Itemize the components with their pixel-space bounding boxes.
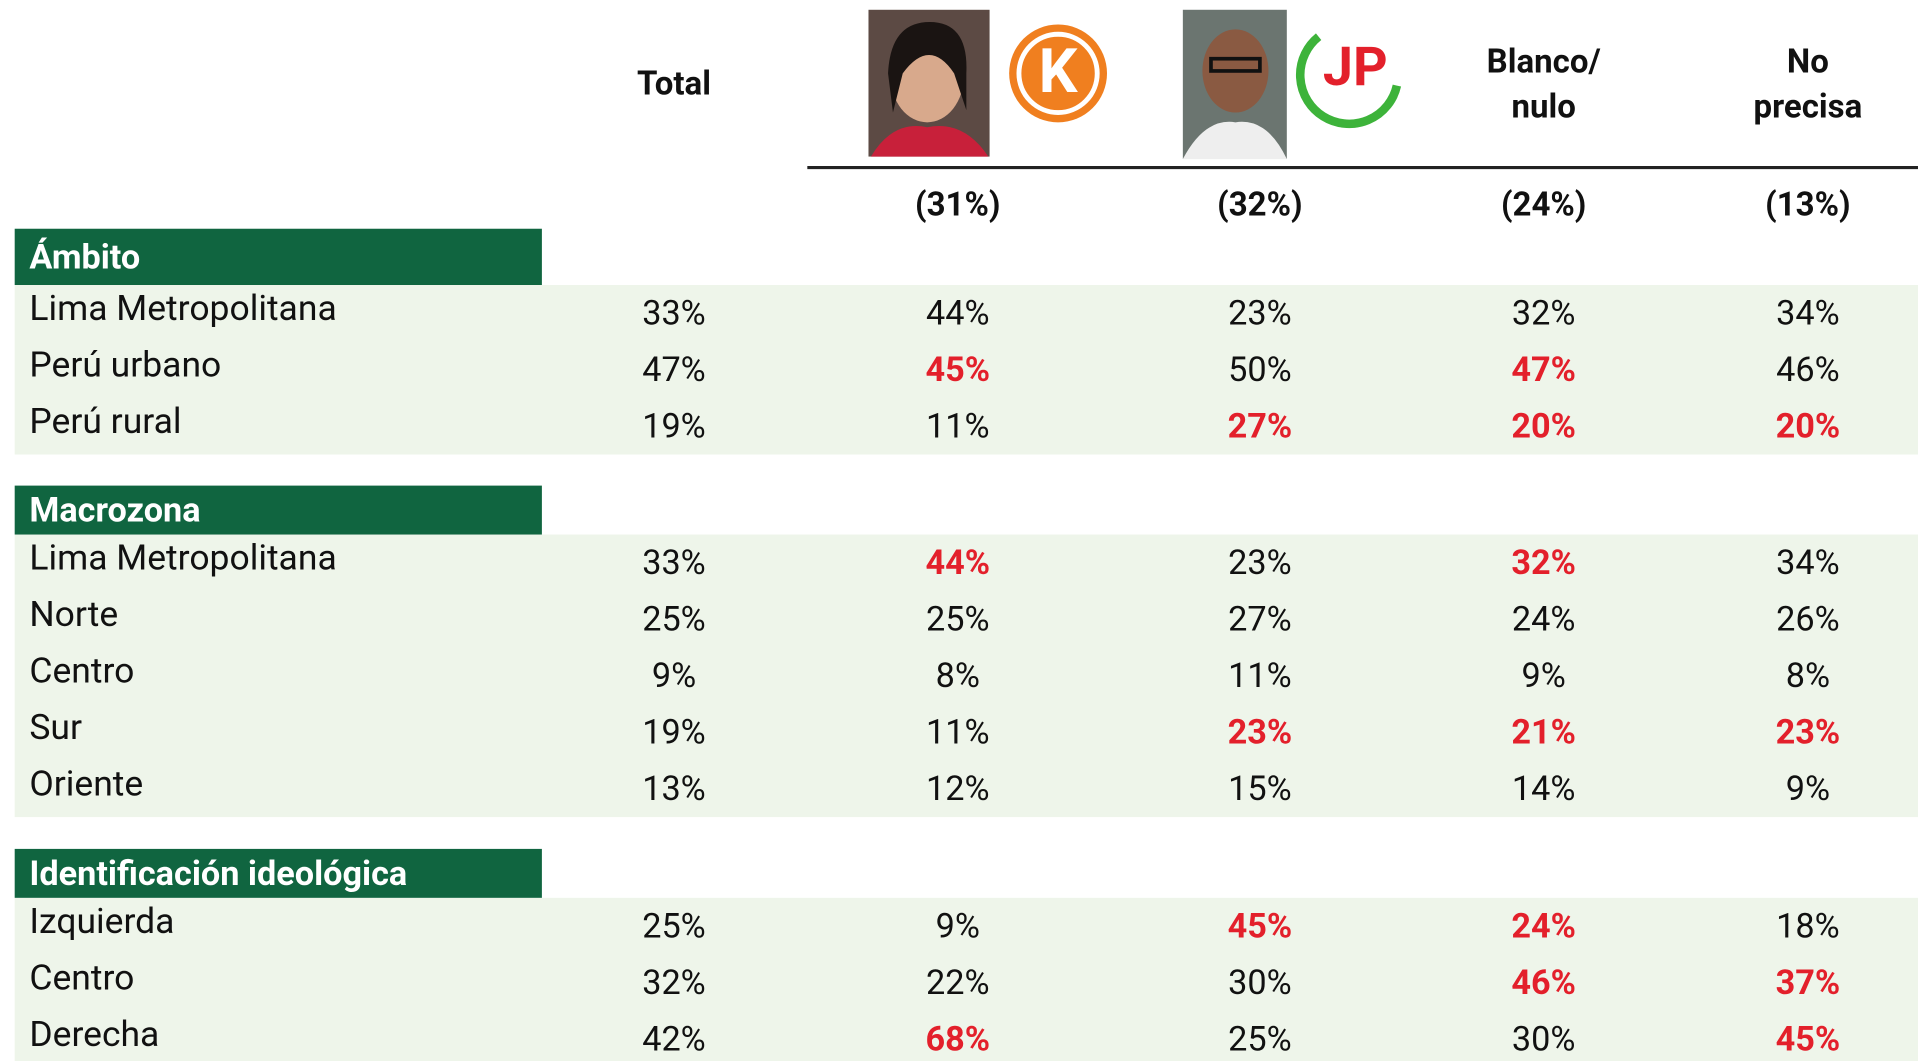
column-share: (13%) bbox=[1765, 185, 1850, 224]
row-label: Oriente bbox=[29, 763, 143, 805]
cell-value: 25% bbox=[642, 906, 706, 946]
cell-value: 34% bbox=[1776, 294, 1840, 334]
table-page: K JP Total (31%) (32%) Blanco/nulo (24%) No pr… bbox=[0, 0, 1918, 1061]
cell-value: 9% bbox=[936, 906, 980, 946]
cell-value: 30% bbox=[1228, 963, 1292, 1003]
cell-value: 27% bbox=[1228, 407, 1293, 447]
photo-candidate-2 bbox=[1183, 10, 1287, 159]
cell-value: 26% bbox=[1776, 600, 1840, 640]
cell-value: 9% bbox=[1522, 656, 1566, 696]
column-header: nulo bbox=[1512, 88, 1576, 127]
cell-value: 46% bbox=[1511, 963, 1576, 1003]
section-title: Macrozona bbox=[29, 491, 200, 531]
column-header: Blanco/ bbox=[1487, 42, 1601, 81]
table: Total (31%) (32%) Blanco/nulo (24%) No precisa… bbox=[15, 42, 1918, 1061]
row-label: Perú urbano bbox=[29, 344, 221, 386]
cell-value: 9% bbox=[652, 656, 696, 696]
column-header: No bbox=[1787, 42, 1829, 81]
cell-value: 18% bbox=[1776, 906, 1840, 946]
logo-k: K bbox=[1009, 24, 1107, 122]
cell-value: 47% bbox=[642, 350, 706, 390]
column-share: (32%) bbox=[1217, 185, 1302, 224]
cell-value: 25% bbox=[1228, 1019, 1292, 1059]
cell-value: 25% bbox=[926, 600, 990, 640]
row-label: Izquierda bbox=[29, 900, 174, 942]
logo-jp: JP bbox=[1300, 36, 1397, 124]
column-share: (24%) bbox=[1501, 185, 1586, 224]
cell-value: 32% bbox=[1512, 294, 1576, 334]
row-label: Derecha bbox=[29, 1013, 159, 1055]
cell-value: 23% bbox=[1228, 294, 1292, 334]
cell-value: 44% bbox=[926, 294, 990, 334]
row-label: Lima Metropolitana bbox=[29, 287, 336, 329]
section-title: Identificación ideológica bbox=[29, 854, 407, 894]
row-label: Lima Metropolitana bbox=[29, 537, 336, 579]
cell-value: 24% bbox=[1512, 600, 1576, 640]
row-label: Sur bbox=[29, 706, 82, 748]
cell-value: 14% bbox=[1512, 769, 1576, 809]
cell-value: 11% bbox=[926, 407, 990, 447]
row-label: Centro bbox=[29, 650, 134, 692]
cell-value: 12% bbox=[926, 769, 990, 809]
column-header: Total bbox=[637, 64, 711, 103]
cell-value: 32% bbox=[642, 963, 706, 1003]
cell-value: 24% bbox=[1511, 906, 1576, 946]
cell-value: 47% bbox=[1511, 350, 1576, 390]
cell-value: 23% bbox=[1776, 713, 1841, 753]
logo-text: K bbox=[1039, 35, 1079, 107]
photo-candidate-1 bbox=[868, 10, 989, 157]
cell-value: 25% bbox=[642, 600, 706, 640]
cell-value: 8% bbox=[936, 656, 980, 696]
cell-value: 11% bbox=[1228, 656, 1292, 696]
column-header: precisa bbox=[1754, 88, 1863, 127]
cell-value: 22% bbox=[926, 963, 990, 1003]
cell-value: 20% bbox=[1776, 407, 1841, 447]
cell-value: 45% bbox=[1228, 906, 1293, 946]
cell-value: 23% bbox=[1228, 543, 1292, 583]
cell-value: 23% bbox=[1228, 713, 1293, 753]
cell-value: 46% bbox=[1776, 350, 1840, 390]
cell-value: 9% bbox=[1786, 769, 1830, 809]
cell-value: 15% bbox=[1228, 769, 1292, 809]
cell-value: 68% bbox=[925, 1019, 990, 1059]
cell-value: 11% bbox=[926, 713, 990, 753]
cell-value: 19% bbox=[642, 407, 706, 447]
cell-value: 27% bbox=[1228, 600, 1292, 640]
row-label: Norte bbox=[29, 593, 118, 635]
cell-value: 30% bbox=[1512, 1019, 1576, 1059]
cell-value: 44% bbox=[925, 543, 990, 583]
cell-value: 32% bbox=[1511, 543, 1576, 583]
cell-value: 33% bbox=[642, 543, 706, 583]
cell-value: 20% bbox=[1511, 407, 1576, 447]
logo-text: JP bbox=[1323, 36, 1388, 99]
cell-value: 50% bbox=[1228, 350, 1292, 390]
cell-value: 33% bbox=[642, 294, 706, 334]
cell-value: 21% bbox=[1511, 713, 1576, 753]
cell-value: 8% bbox=[1786, 656, 1830, 696]
column-share: (31%) bbox=[915, 185, 1000, 224]
section-title: Ámbito bbox=[29, 236, 140, 277]
row-label: Perú rural bbox=[29, 400, 181, 442]
cell-value: 13% bbox=[642, 769, 706, 809]
cell-value: 37% bbox=[1776, 963, 1841, 1003]
cell-value: 42% bbox=[642, 1019, 706, 1059]
cell-value: 45% bbox=[1776, 1019, 1841, 1059]
row-label: Centro bbox=[29, 956, 134, 998]
cell-value: 19% bbox=[642, 713, 706, 753]
cell-value: 34% bbox=[1776, 543, 1840, 583]
cell-value: 45% bbox=[925, 350, 990, 390]
